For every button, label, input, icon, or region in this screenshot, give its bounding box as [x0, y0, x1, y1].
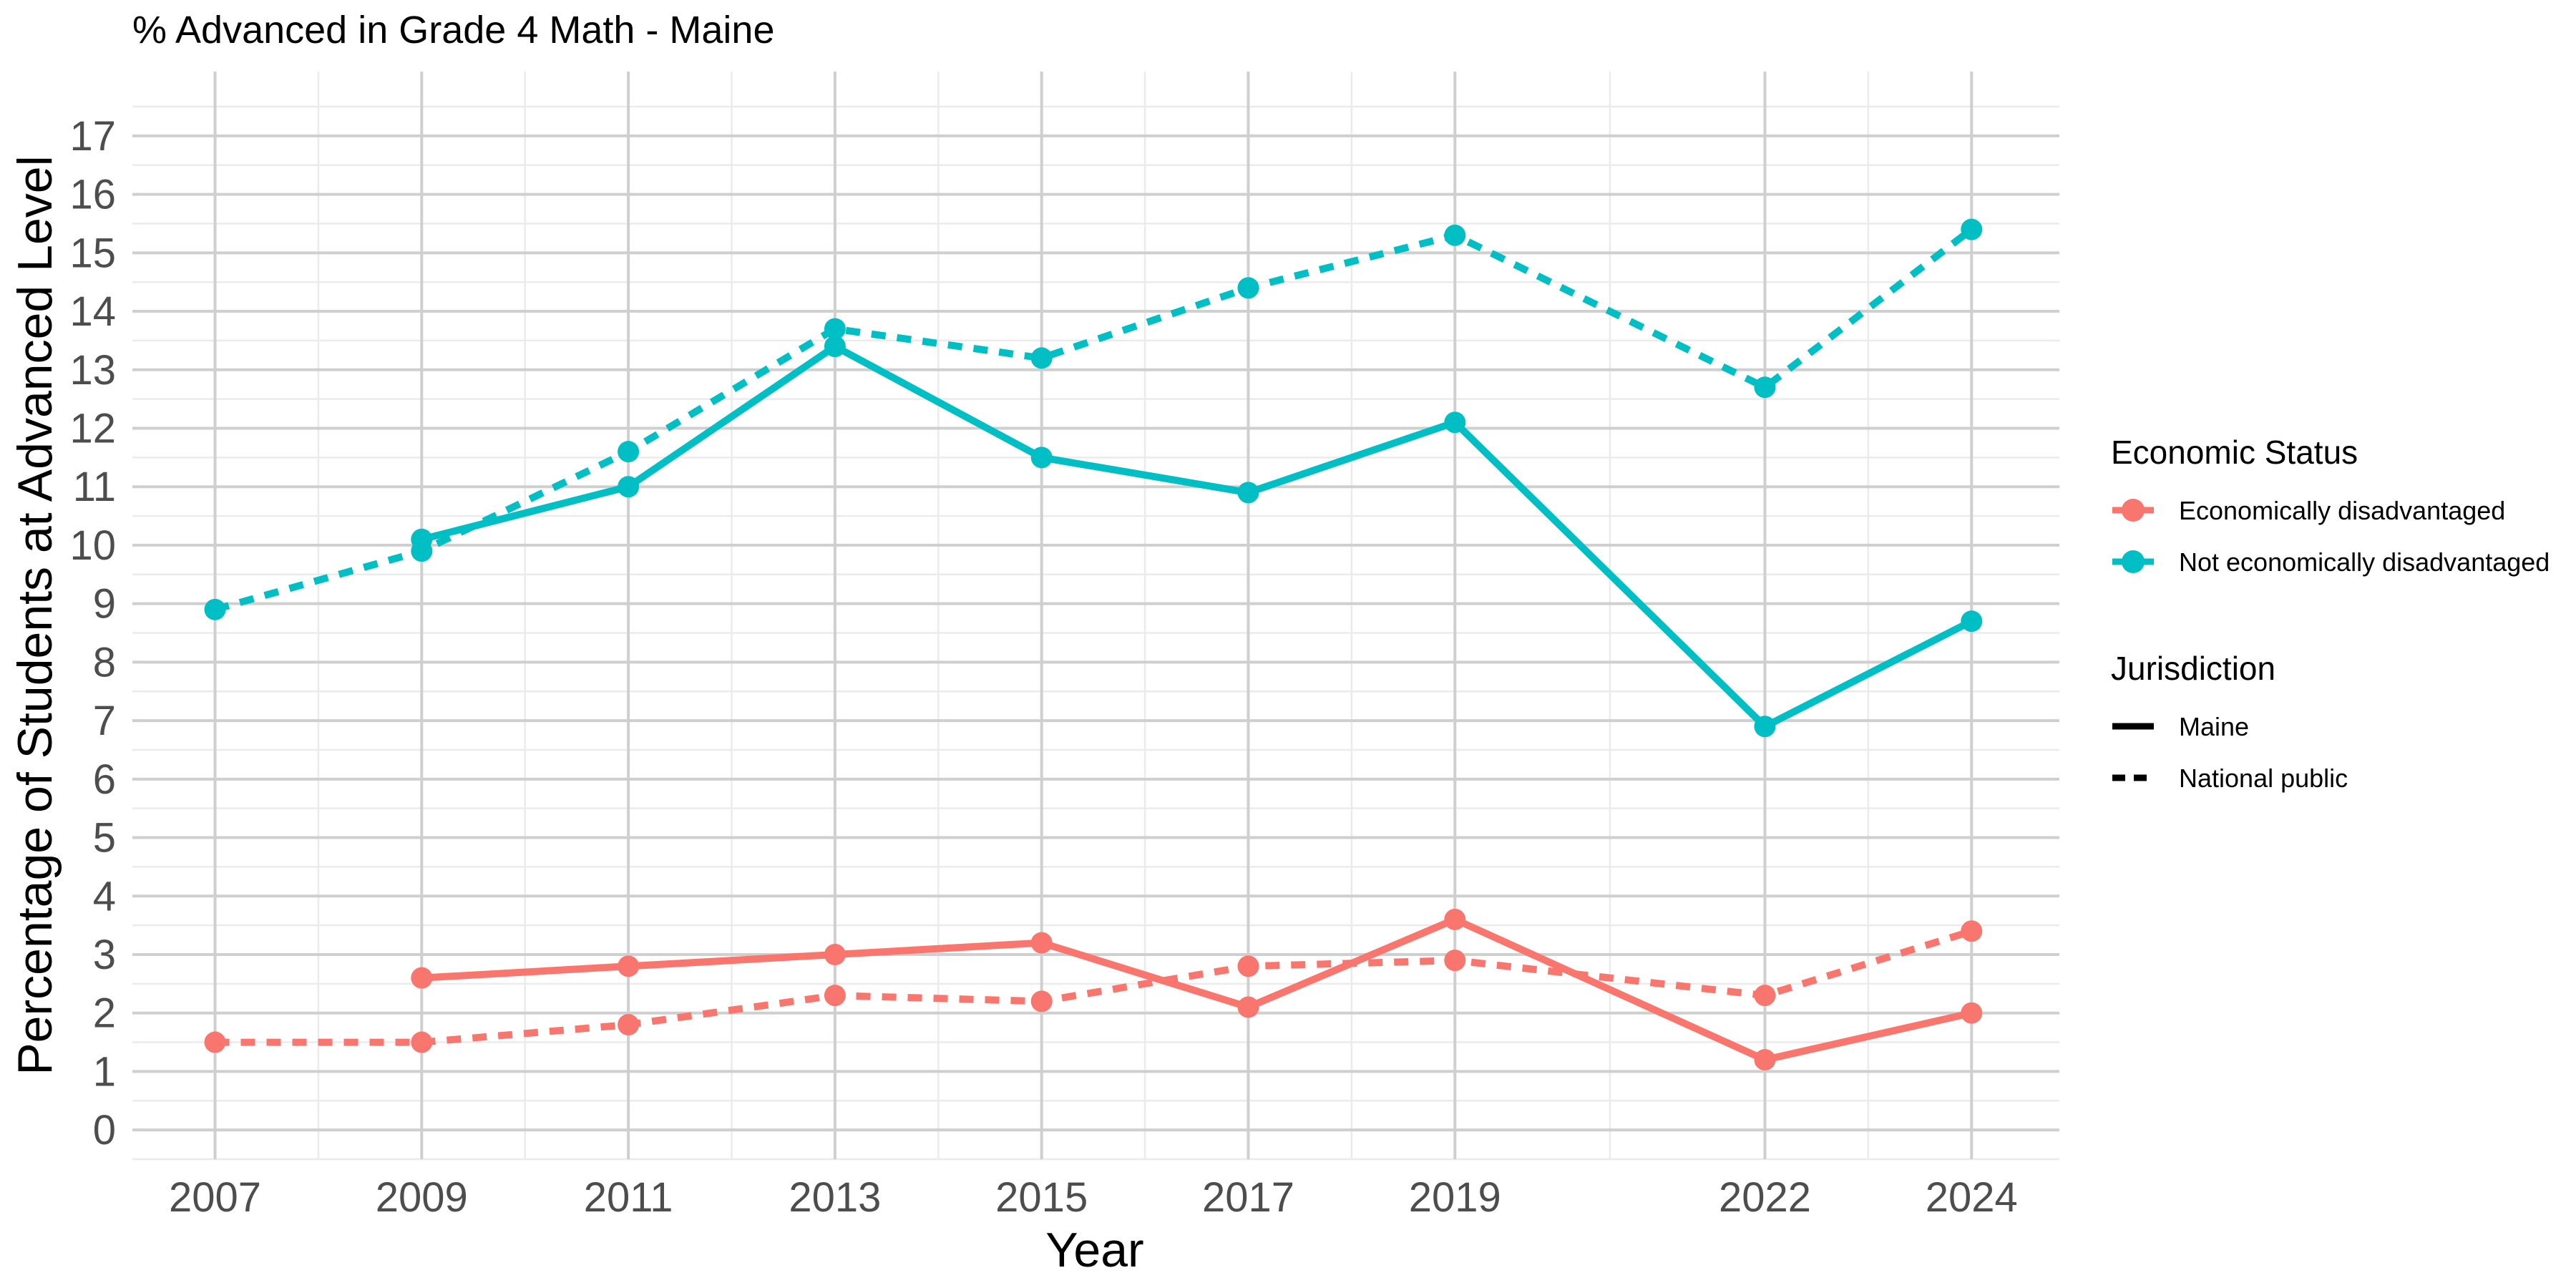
data-point	[1754, 716, 1776, 738]
data-point	[824, 318, 846, 340]
data-point	[1237, 277, 1259, 299]
x-axis-ticks: 2007 2009 2011 2013 2015 2017 2019 2022 2024	[169, 1174, 2018, 1221]
data-point	[1030, 347, 1053, 369]
x-tick-label: 2007	[169, 1174, 261, 1221]
legend-item-maine: Maine	[2112, 712, 2249, 741]
legend-key-point	[2122, 550, 2145, 573]
y-tick-label: 17	[69, 113, 116, 160]
legend-label-economically-disadvantaged: Economically disadvantaged	[2179, 496, 2505, 525]
y-tick-label: 12	[69, 405, 116, 452]
series-line	[421, 915, 1973, 1064]
y-tick-label: 2	[93, 990, 116, 1037]
y-axis-title: Percentage of Students at Advanced Level	[8, 155, 62, 1075]
data-point	[824, 985, 846, 1007]
y-tick-label: 0	[93, 1107, 116, 1153]
series-economically-disadvantaged-national-public	[204, 920, 1983, 1053]
data-point	[618, 1014, 640, 1036]
data-point	[1444, 224, 1466, 246]
data-point	[1030, 990, 1053, 1013]
series-line	[421, 343, 1974, 731]
data-point	[1754, 985, 1776, 1007]
series-not-economically-disadvantaged-maine	[411, 336, 1983, 738]
x-tick-label: 2017	[1202, 1174, 1294, 1221]
legend-label-national-public: National public	[2179, 763, 2348, 793]
data-point	[1444, 411, 1466, 434]
data-point	[1961, 1002, 1983, 1024]
data-point	[1237, 996, 1259, 1018]
y-tick-label: 4	[93, 873, 116, 919]
y-tick-label: 9	[93, 581, 116, 628]
data-point	[1237, 955, 1259, 977]
y-tick-label: 3	[93, 932, 116, 978]
chart-title: % Advanced in Grade 4 Math - Maine	[132, 9, 775, 52]
x-tick-label: 2011	[584, 1174, 673, 1221]
data-point	[411, 967, 433, 989]
data-point	[1961, 218, 1983, 240]
data-point	[1961, 920, 1983, 942]
data-point	[1754, 1049, 1776, 1071]
data-point	[618, 955, 640, 977]
y-tick-label: 1	[93, 1048, 116, 1095]
x-tick-label: 2022	[1719, 1174, 1811, 1221]
data-point	[1444, 908, 1466, 930]
data-point	[824, 943, 846, 965]
data-point	[411, 540, 433, 562]
data-point	[1961, 610, 1983, 633]
legend-title-jurisdiction: Jurisdiction	[2111, 650, 2275, 687]
y-tick-label: 11	[73, 464, 116, 510]
x-axis-title: Year	[1045, 1223, 1143, 1277]
data-point	[204, 1031, 226, 1053]
legend-label-maine: Maine	[2179, 712, 2249, 741]
y-tick-label: 10	[69, 522, 116, 569]
data-point	[618, 476, 640, 498]
legend: Economic Status Economically disadvantag…	[2111, 434, 2550, 793]
data-point	[1237, 482, 1259, 504]
y-tick-label: 15	[69, 230, 116, 276]
series-line	[215, 927, 1973, 1046]
legend-title-economic-status: Economic Status	[2111, 434, 2358, 471]
legend-item-economically-disadvantaged: Economically disadvantaged	[2112, 496, 2505, 525]
y-tick-label: 16	[69, 172, 116, 218]
data-point	[204, 598, 226, 620]
legend-key-point	[2122, 499, 2145, 522]
data-point	[824, 336, 846, 358]
x-tick-label: 2019	[1409, 1174, 1501, 1221]
data-point	[1030, 932, 1053, 954]
series-layer	[204, 218, 1983, 1071]
y-tick-label: 13	[69, 347, 116, 394]
y-tick-label: 6	[93, 756, 116, 803]
data-point	[1030, 447, 1053, 469]
y-tick-label: 7	[93, 698, 116, 744]
data-point	[411, 1031, 433, 1053]
data-point	[618, 441, 640, 463]
x-tick-label: 2024	[1926, 1174, 2018, 1221]
series-line	[214, 226, 1974, 613]
y-tick-label: 14	[69, 288, 116, 335]
legend-item-not-economically-disadvantaged: Not economically disadvantaged	[2112, 547, 2550, 577]
x-tick-label: 2013	[789, 1174, 881, 1221]
y-tick-label: 8	[93, 639, 116, 686]
x-tick-label: 2015	[995, 1174, 1088, 1221]
x-tick-label: 2009	[376, 1174, 468, 1221]
data-point	[1754, 376, 1776, 399]
series-not-economically-disadvantaged-national-public	[204, 218, 1983, 620]
data-point	[1444, 950, 1466, 972]
legend-label-not-economically-disadvantaged: Not economically disadvantaged	[2179, 547, 2550, 577]
grid	[132, 72, 2059, 1161]
legend-item-national-public: National public	[2112, 763, 2348, 793]
y-tick-label: 5	[93, 815, 116, 862]
series-economically-disadvantaged-maine	[411, 908, 1983, 1071]
